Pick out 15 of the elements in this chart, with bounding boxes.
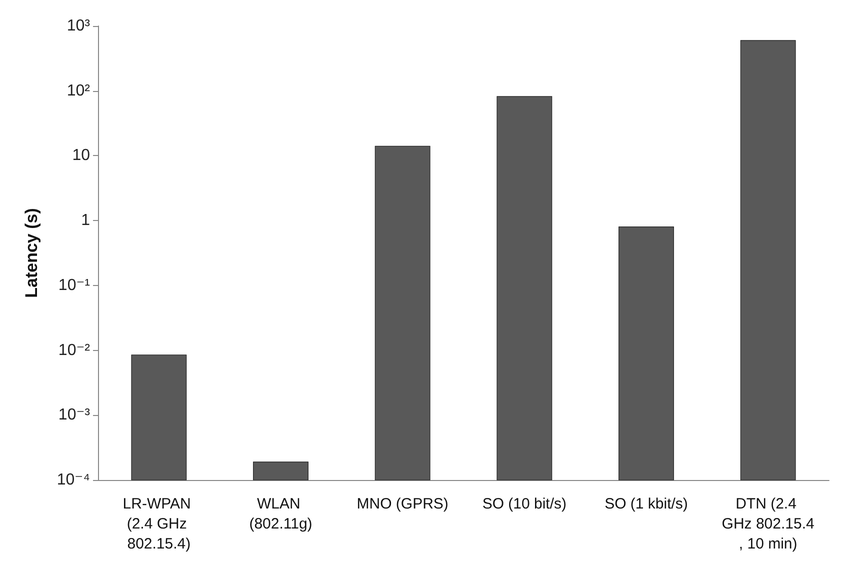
x-tick-label: LR-WPAN (2.4 GHz 802.15.4) xyxy=(122,496,196,552)
y-tick-label: 10 xyxy=(72,147,90,164)
y-tick-label: 10² xyxy=(66,82,91,100)
y-tick-label: 1 xyxy=(81,212,90,230)
x-tick-label: DTN (2.4 GHz 802.15.4, 10 min) xyxy=(722,496,814,552)
y-tick-label: 10³ xyxy=(66,18,91,34)
y-axis-title: Latency (s) xyxy=(22,208,41,298)
y-tick-label: 10⁻⁴ xyxy=(56,472,90,488)
y-tick-label: 10⁻² xyxy=(58,342,91,359)
x-tick-label: WLAN (802.11g) xyxy=(249,496,312,532)
y-tick-label: 10⁻¹ xyxy=(58,276,90,294)
y-tick-label: 10⁻³ xyxy=(58,406,91,424)
x-tick-label: SO (10 bit/s) xyxy=(482,496,567,512)
x-tick-label: SO (1 kbit/s) xyxy=(604,496,688,512)
x-tick-label: MNO (GPRS) xyxy=(356,496,448,512)
